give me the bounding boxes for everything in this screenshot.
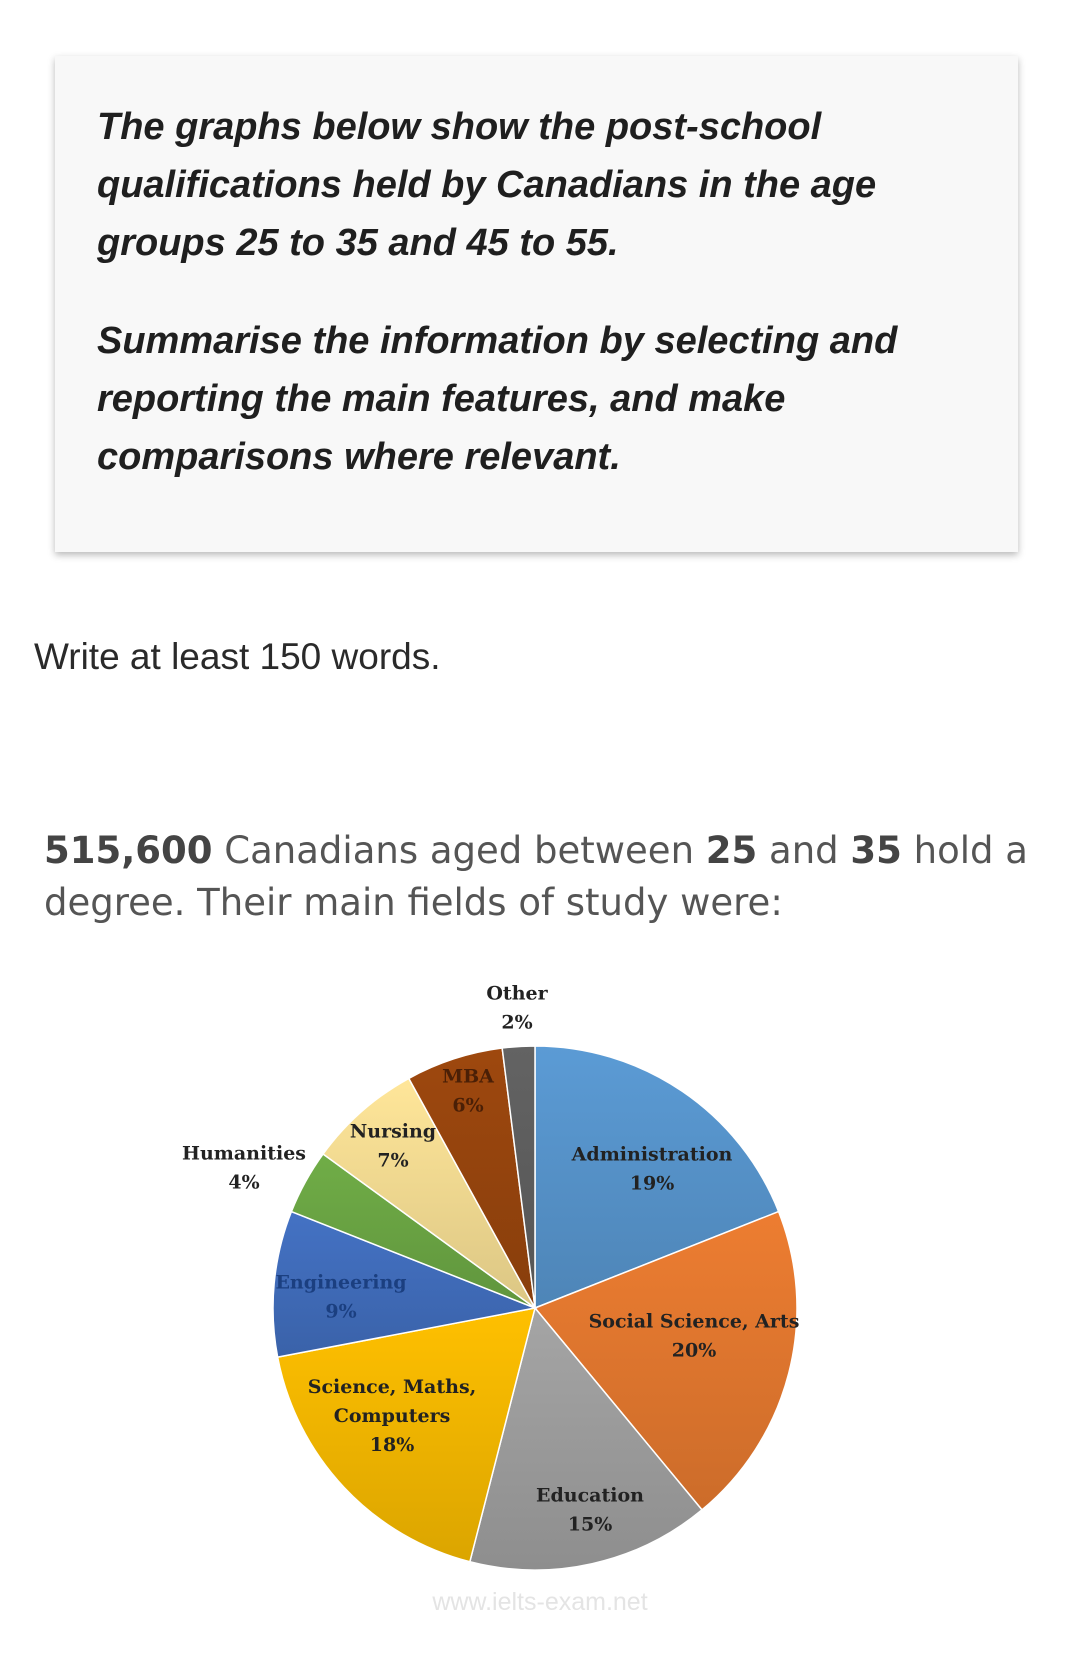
slice-value-label-science-maths-computers: 18% xyxy=(370,1434,415,1456)
slice-value-label-other: 2% xyxy=(501,1012,532,1034)
task-paragraph-1: The graphs below show the post-school qu… xyxy=(97,106,877,264)
slice-name-label-science-maths-computers: Science, Maths, xyxy=(308,1376,477,1398)
slice-value-label-social-science-arts: 20% xyxy=(672,1340,717,1362)
slice-value-label-engineering: 9% xyxy=(325,1301,356,1323)
pie-slice-social-science-arts xyxy=(533,1210,798,1511)
slice-name-label-science-maths-computers: Computers xyxy=(334,1405,451,1427)
pie-slice-education xyxy=(468,1306,704,1571)
intro-text-3: hold a degree. Their main fields of stud… xyxy=(44,829,1028,924)
pie-chart: Administration 19% Social Science, Arts 20%… xyxy=(182,983,800,1571)
slice-name-label-nursing: Nursing xyxy=(350,1121,436,1143)
pie-slice-other xyxy=(501,1045,536,1309)
slice-name-label-social-science-arts: Social Science, Arts xyxy=(589,1311,800,1333)
intro-text-2: and xyxy=(757,829,851,872)
pie-slice-science-maths-computers xyxy=(276,1307,537,1563)
slice-value-label-administration: 19% xyxy=(630,1173,675,1195)
pie-slice-administration xyxy=(534,1045,780,1310)
slice-name-label-other: Other xyxy=(486,983,548,1005)
slice-name-label-humanities: Humanities xyxy=(182,1143,306,1165)
word-count-instruction: Write at least 150 words. xyxy=(34,636,441,677)
slice-name-label-mba: MBA xyxy=(442,1066,494,1088)
intro-text-1: Canadians aged between xyxy=(212,829,706,872)
task-box: The graphs below show the post-school qu… xyxy=(55,56,1018,552)
task-paragraph-2: Summarise the information by selecting a… xyxy=(97,320,898,478)
pie-slice-engineering xyxy=(272,1210,538,1358)
slice-value-label-education: 15% xyxy=(568,1514,613,1536)
slice-value-label-humanities: 4% xyxy=(228,1172,259,1194)
slice-value-label-nursing: 7% xyxy=(377,1150,408,1172)
slice-name-label-administration: Administration xyxy=(571,1144,733,1166)
slice-name-label-education: Education xyxy=(536,1485,644,1507)
slice-value-label-mba: 6% xyxy=(452,1095,483,1117)
watermark: www.ielts-exam.net xyxy=(432,1588,648,1616)
chart-intro: 515,600 Canadians aged between 25 and 35… xyxy=(44,825,1074,929)
intro-number: 515,600 xyxy=(44,829,213,872)
intro-age-from: 25 xyxy=(705,829,758,872)
slice-name-label-engineering: Engineering xyxy=(275,1272,406,1294)
intro-age-to: 35 xyxy=(850,829,902,872)
pie-slice-nursing xyxy=(321,1077,536,1309)
